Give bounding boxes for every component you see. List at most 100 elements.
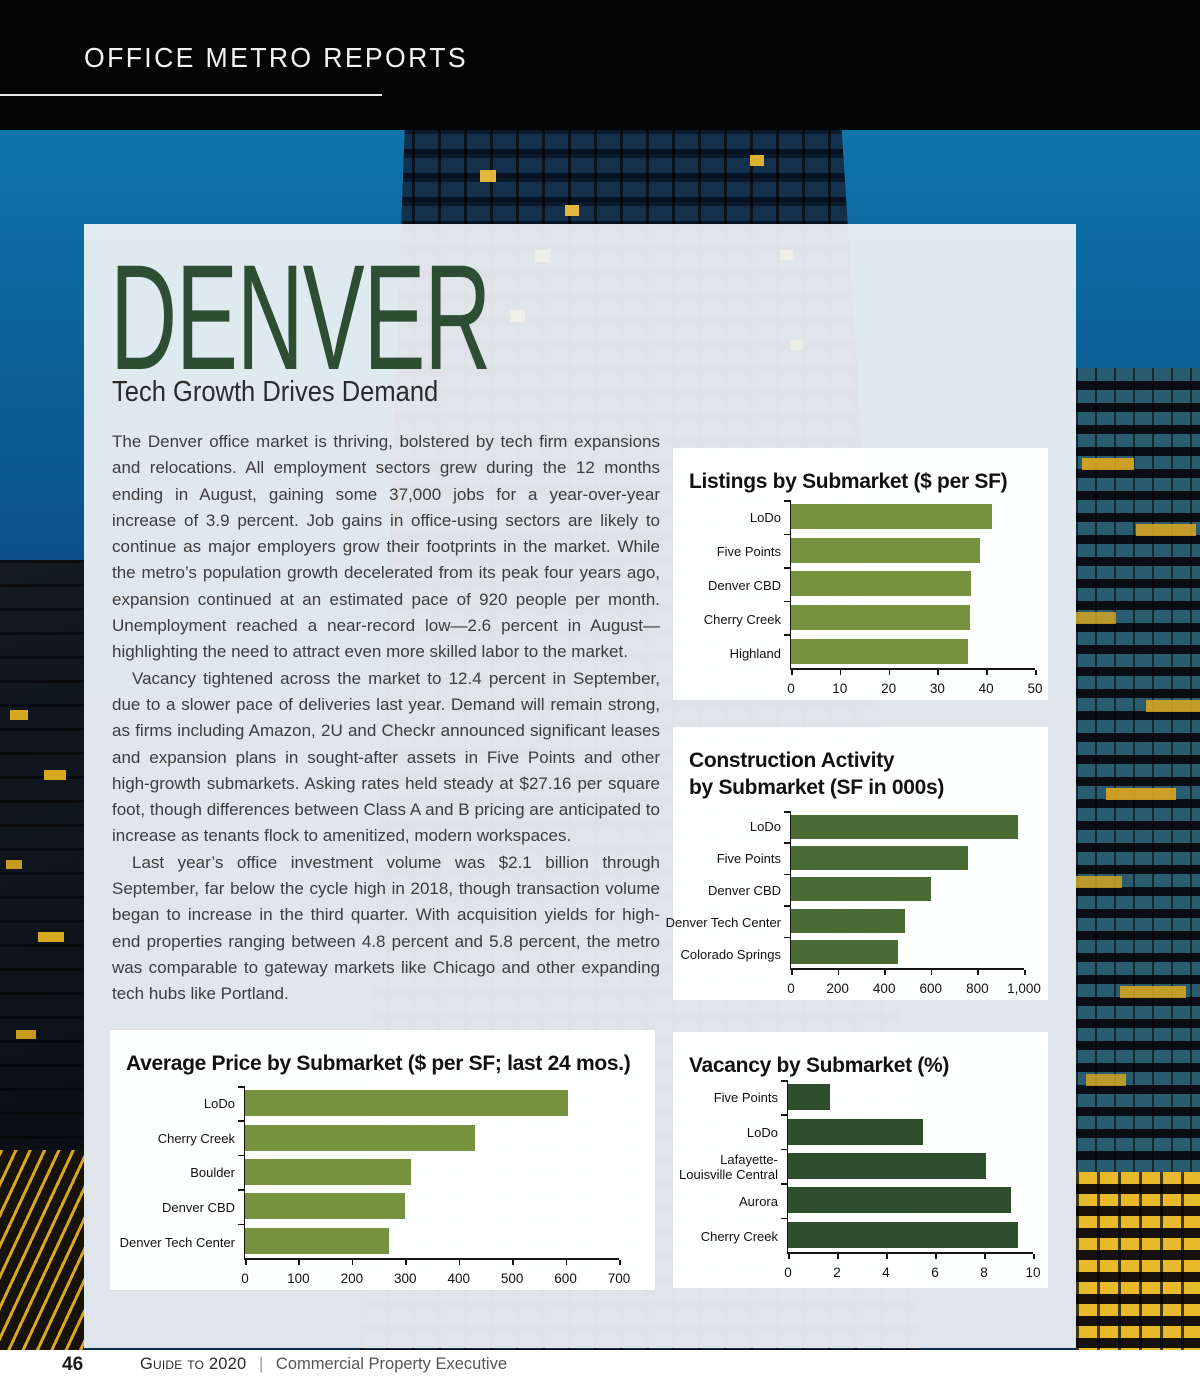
bar-row [788, 1218, 1033, 1252]
y-axis-tick [783, 600, 790, 603]
bar-row [788, 1149, 1033, 1183]
bar-row [788, 1114, 1033, 1148]
page-footer: 46 Guide to 2020 | Commercial Property E… [0, 1350, 1200, 1400]
chart-bars-area: 0 10 20 30 40 50 [783, 500, 1043, 696]
y-axis-tick [780, 1148, 787, 1151]
bar-row [245, 1120, 619, 1154]
chart-category-axis: LoDo Five Points Denver CBD Denver Tech Cen… [666, 811, 790, 970]
bar-row [791, 842, 1024, 873]
category-label: Five Points [716, 543, 781, 559]
paragraph: Vacancy tightened across the market to 1… [112, 668, 660, 846]
section-title: OFFICE METRO REPORTS [84, 42, 468, 73]
x-axis-tick [837, 970, 840, 975]
x-axis-tick-label: 6 [931, 1265, 939, 1280]
x-axis-tick-label: 10 [832, 681, 848, 696]
chart-bars-area: 0 200 400 600 800 1,000 [783, 811, 1041, 996]
bar-row [791, 500, 1035, 534]
x-axis-tick [405, 1260, 407, 1265]
x-axis-tick [791, 970, 793, 975]
x-axis-tick-label: 400 [872, 981, 896, 996]
bar [791, 537, 981, 563]
x-axis-tick-label: 0 [787, 681, 795, 696]
publication-name: Guide to 2020 [140, 1355, 247, 1373]
y-axis-tick [237, 1154, 244, 1157]
x-axis-tick [458, 1260, 461, 1265]
y-axis-tick [783, 936, 790, 939]
bar [791, 605, 971, 631]
header-rule [0, 94, 382, 96]
x-axis-tick [245, 1260, 247, 1265]
x-axis-tick-label: 2 [833, 1265, 841, 1280]
photo-left-building [0, 560, 84, 1150]
chart-title: Vacancy by Submarket (%) [689, 1054, 950, 1077]
category-label: LoDo [203, 1095, 235, 1111]
footer-separator: | [259, 1355, 264, 1373]
chart-bars-area: 0 100 200 300 400 500 600 700 [237, 1086, 630, 1286]
chart-plot: LoDo Cherry Creek Boulder Denver CBD Denver … [110, 1086, 630, 1286]
article-subtitle: Tech Growth Drives Demand [112, 376, 439, 408]
x-axis-tick [619, 1260, 621, 1265]
category-label: LoDo [749, 509, 781, 525]
category-label: Denver CBD [162, 1200, 235, 1216]
listings-chart: Listings by Submarket ($ per SF) LoDo Fiv… [673, 448, 1048, 700]
x-axis-tick-label: 500 [500, 1271, 524, 1286]
bar [788, 1187, 1011, 1214]
chart-category-axis: LoDo Five Points Denver CBD Cherry Creek Hig… [673, 500, 790, 670]
x-axis-tick [839, 670, 842, 675]
x-axis-tick-label: 1,000 [1007, 981, 1041, 996]
bar [788, 1118, 923, 1145]
publisher-name: Commercial Property Executive [275, 1355, 507, 1373]
x-axis-tick-label: 10 [1025, 1265, 1041, 1280]
category-label: Denver CBD [708, 577, 781, 593]
y-axis-tick [237, 1223, 244, 1226]
chart-category-axis: LoDo Cherry Creek Boulder Denver CBD Denver … [110, 1086, 244, 1260]
article-card: DENVER Tech Growth Drives Demand The Den… [84, 224, 1076, 1348]
category-label: Five Points [716, 851, 781, 867]
bar [791, 814, 1019, 839]
bar-row [245, 1155, 619, 1189]
x-axis-tick-label: 40 [978, 681, 994, 696]
vacancy-chart: Vacancy by Submarket (%) Five Points LoDo… [673, 1032, 1048, 1288]
x-axis-tick [788, 1254, 790, 1259]
x-axis-tick [791, 670, 793, 675]
x-axis-tick [884, 970, 886, 975]
bar [788, 1221, 1019, 1248]
y-axis-tick [780, 1080, 787, 1082]
x-axis-tick [977, 970, 979, 975]
x-axis-tick [837, 1254, 839, 1259]
bar [245, 1158, 411, 1185]
y-axis-tick [783, 811, 790, 813]
bar [245, 1193, 406, 1220]
bar-row [791, 534, 1035, 568]
chart-title: Construction Activity by Submarket (SF i… [689, 749, 945, 800]
category-label: Cherry Creek [157, 1130, 235, 1146]
y-axis-tick [237, 1086, 244, 1088]
x-axis-tick-label: 700 [607, 1271, 631, 1286]
bar-row [788, 1080, 1033, 1114]
x-axis-tick-label: 20 [881, 681, 897, 696]
construction-chart: Construction Activity by Submarket (SF i… [666, 727, 1048, 1000]
x-axis-tick-label: 0 [784, 1265, 792, 1280]
bar-row [791, 937, 1024, 968]
bar-row [245, 1189, 619, 1223]
x-axis-tick-label: 200 [826, 981, 849, 996]
x-axis-tick-label: 100 [287, 1271, 310, 1286]
bar [791, 908, 906, 933]
article-body: The Denver office market is thriving, bo… [112, 429, 660, 1008]
category-label: Five Points [713, 1089, 778, 1105]
x-axis-tick [1024, 970, 1026, 975]
y-axis-tick [783, 533, 790, 536]
x-axis-tick [935, 1254, 937, 1259]
paragraph: The Denver office market is thriving, bo… [112, 432, 660, 662]
x-axis-tick [565, 1260, 568, 1265]
x-axis-tick [1033, 1254, 1035, 1259]
x-axis-tick [512, 1260, 514, 1265]
x-axis-tick-label: 200 [340, 1271, 364, 1286]
footer-credit: Guide to 2020 | Commercial Property Exec… [140, 1355, 507, 1374]
y-axis-tick [780, 1114, 787, 1116]
photo-left-lit-facade [0, 1150, 84, 1350]
category-label: LoDo [749, 819, 781, 835]
category-label: Lafayette- Louisville Central [679, 1151, 778, 1182]
category-label: Cherry Creek [703, 611, 781, 627]
